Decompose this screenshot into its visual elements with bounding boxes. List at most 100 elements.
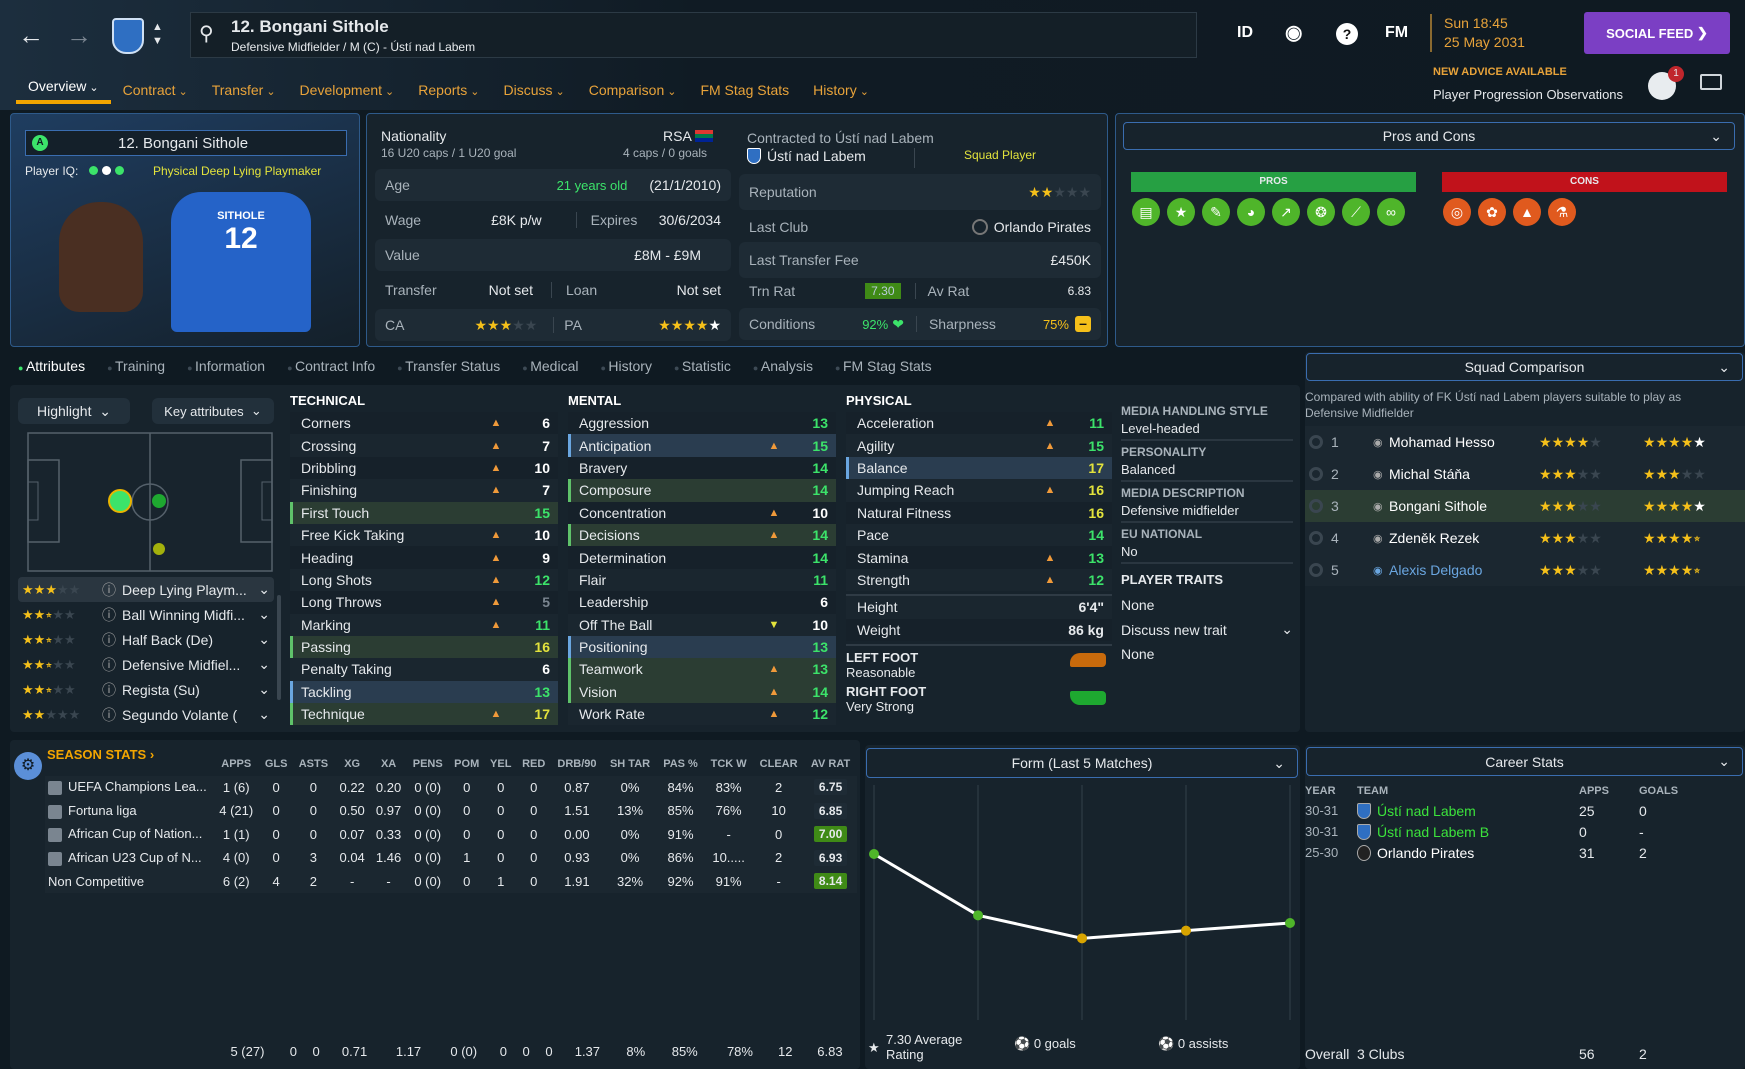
attribute-row-first-touch[interactable]: First Touch 15 — [290, 501, 558, 524]
subtab-statistic[interactable]: Statistic — [674, 358, 731, 374]
discuss-trait-dropdown[interactable]: Discuss new trait ⌄ — [1121, 621, 1293, 638]
attribute-row-concentration[interactable]: Concentration ▲ 10 — [568, 501, 836, 524]
pros-cons-dropdown[interactable]: Pros and Cons ⌄ — [1123, 122, 1735, 150]
select-radio[interactable] — [1309, 435, 1323, 449]
advice-title[interactable]: NEW ADVICE AVAILABLE — [1433, 66, 1567, 78]
chevron-down-icon[interactable]: ⌄ — [258, 581, 270, 597]
wrench-icon[interactable]: ✎ — [1202, 198, 1230, 226]
subtab-contract-info[interactable]: Contract Info — [287, 358, 375, 374]
info-icon[interactable]: ⓘ — [102, 706, 116, 723]
social-feed-button[interactable]: SOCIAL FEED ❯ — [1584, 12, 1730, 54]
attribute-row-dribbling[interactable]: Dribbling ▲ 10 — [290, 456, 558, 480]
attribute-row-free-kick-taking[interactable]: Free Kick Taking ▲ 10 — [290, 523, 558, 547]
form-point[interactable] — [1181, 925, 1191, 936]
nav-tab-comparison[interactable]: Comparison ⌄ — [577, 80, 689, 100]
form-point[interactable] — [1077, 933, 1087, 944]
attribute-row-balance[interactable]: Balance 17 — [846, 456, 1112, 480]
chevron-down-icon[interactable]: ⌄ — [258, 681, 270, 697]
nav-tab-reports[interactable]: Reports ⌄ — [406, 80, 491, 100]
subtab-transfer-status[interactable]: Transfer Status — [397, 358, 500, 374]
highlight-dropdown[interactable]: Highlight ⌄ — [18, 398, 130, 424]
attribute-row-teamwork[interactable]: Teamwork ▲ 13 — [568, 658, 836, 681]
current-club-link[interactable]: Ústí nad Labem — [747, 148, 866, 164]
subtab-information[interactable]: Information — [187, 358, 265, 374]
select-radio[interactable] — [1309, 467, 1323, 481]
last-club-value[interactable]: Orlando Pirates — [993, 219, 1091, 235]
career-row[interactable]: 30-31 Ústí nad Labem B 0 - — [1305, 821, 1745, 842]
player-name[interactable]: Alexis Delgado — [1389, 562, 1483, 578]
subtab-analysis[interactable]: Analysis — [753, 358, 813, 374]
trend-icon[interactable]: ↗ — [1272, 198, 1300, 226]
cone-icon[interactable]: ▲ — [1513, 198, 1541, 226]
date-display[interactable]: Sun 18:45 25 May 2031 — [1430, 14, 1525, 52]
nav-tab-overview[interactable]: Overview ⌄ — [16, 76, 111, 104]
squad-row[interactable]: 1 ◉ Mohamad Hesso ★★★★★ ★★★★★ — [1305, 426, 1745, 458]
info-icon[interactable]: ⓘ — [102, 606, 116, 623]
attribute-row-crossing[interactable]: Crossing ▲ 7 — [290, 434, 558, 457]
career-stats-dropdown[interactable]: Career Stats ⌄ — [1306, 747, 1743, 776]
season-row[interactable]: African Cup of Nation... 1 (1) 0 0 0.07 0.33 0… — [45, 822, 857, 846]
attribute-row-bravery[interactable]: Bravery 14 — [568, 456, 836, 480]
nav-tab-history[interactable]: History ⌄ — [801, 80, 881, 100]
season-row[interactable]: UEFA Champions Lea... 1 (6) 0 0 0.22 0.20 0 (0… — [45, 775, 857, 799]
subtab-fm-stag-stats[interactable]: FM Stag Stats — [835, 358, 932, 374]
position-pitch[interactable] — [27, 432, 273, 572]
player-name[interactable]: Zdeněk Rezek — [1389, 530, 1480, 546]
select-radio[interactable] — [1309, 499, 1323, 513]
info-icon[interactable]: ⓘ — [102, 631, 116, 648]
flask-icon[interactable]: ⚗ — [1548, 198, 1576, 226]
role-item[interactable]: ★★⭒★★ ⓘ Defensive Midfiel... ⌄ — [18, 652, 274, 677]
player-name[interactable]: Bongani Sithole — [1389, 498, 1488, 514]
subtab-history[interactable]: History — [600, 358, 652, 374]
nav-tab-development[interactable]: Development ⌄ — [288, 80, 407, 100]
switch-player-icon[interactable]: ▲ ▼ — [152, 21, 163, 47]
attribute-row-positioning[interactable]: Positioning 13 — [568, 635, 836, 659]
target-icon[interactable]: ◎ — [1443, 198, 1471, 226]
nav-tab-contract[interactable]: Contract ⌄ — [111, 80, 200, 100]
globe-icon[interactable]: ◉ — [1285, 22, 1303, 44]
attribute-row-anticipation[interactable]: Anticipation ▲ 15 — [568, 434, 836, 457]
attribute-row-passing[interactable]: Passing 16 — [290, 635, 558, 659]
attribute-row-decisions[interactable]: Decisions ▲ 14 — [568, 523, 836, 547]
info-icon[interactable]: ⓘ — [102, 656, 116, 673]
document-icon[interactable]: ▤ — [1132, 198, 1160, 226]
player-search-box[interactable]: ⚲ 12. Bongani Sithole Defensive Midfield… — [190, 12, 1197, 58]
back-icon[interactable]: ← — [18, 20, 44, 50]
attribute-row-pace[interactable]: Pace 14 — [846, 523, 1112, 547]
select-radio[interactable] — [1309, 563, 1323, 577]
chevron-down-icon[interactable]: ⌄ — [258, 656, 270, 672]
attribute-row-strength[interactable]: Strength ▲ 12 — [846, 568, 1112, 592]
header-icon[interactable]: ◕ — [1237, 198, 1265, 226]
attribute-row-natural-fitness[interactable]: Natural Fitness 16 — [846, 501, 1112, 524]
attribute-row-jumping-reach[interactable]: Jumping Reach ▲ 16 — [846, 479, 1112, 502]
attribute-row-finishing[interactable]: Finishing ▲ 7 — [290, 479, 558, 502]
dribble-icon[interactable]: ✿ — [1478, 198, 1506, 226]
career-team[interactable]: Ústí nad Labem B — [1377, 823, 1490, 840]
attribute-row-tackling[interactable]: Tackling 13 — [290, 680, 558, 704]
squad-row[interactable]: 4 ◉ Zdeněk Rezek ★★★★★ ★★★★⭒ — [1305, 522, 1745, 554]
subtab-attributes[interactable]: Attributes — [18, 358, 85, 374]
id-button[interactable]: ID — [1237, 24, 1253, 41]
handshake-icon[interactable]: ∞ — [1377, 198, 1405, 226]
attribute-row-technique[interactable]: Technique ▲ 17 — [290, 703, 558, 726]
attribute-row-composure[interactable]: Composure 14 — [568, 479, 836, 502]
career-row[interactable]: 30-31 Ústí nad Labem 25 0 — [1305, 800, 1745, 821]
attribute-row-heading[interactable]: Heading ▲ 9 — [290, 546, 558, 569]
nav-tab-fm-stag-stats[interactable]: FM Stag Stats — [688, 80, 801, 100]
brain-icon[interactable]: ❂ — [1307, 198, 1335, 226]
squad-row[interactable]: 2 ◉ Michal Stáňa ★★★★★ ★★★★★ — [1305, 458, 1745, 490]
attribute-row-long-throws[interactable]: Long Throws ▲ 5 — [290, 591, 558, 614]
help-icon[interactable]: ? — [1336, 23, 1358, 45]
career-team[interactable]: Orlando Pirates — [1377, 844, 1475, 861]
attribute-row-agility[interactable]: Agility ▲ 15 — [846, 434, 1112, 457]
player-name[interactable]: Mohamad Hesso — [1389, 434, 1495, 450]
chevron-down-icon[interactable]: ⌄ — [258, 606, 270, 622]
subtab-training[interactable]: Training — [107, 358, 165, 374]
form-point[interactable] — [869, 849, 879, 859]
subtab-medical[interactable]: Medical — [522, 358, 578, 374]
info-icon[interactable]: ⓘ — [102, 681, 116, 698]
attribute-row-long-shots[interactable]: Long Shots ▲ 12 — [290, 568, 558, 592]
attribute-row-corners[interactable]: Corners ▲ 6 — [290, 412, 558, 435]
select-radio[interactable] — [1309, 531, 1323, 545]
info-icon[interactable]: ⓘ — [102, 581, 116, 598]
